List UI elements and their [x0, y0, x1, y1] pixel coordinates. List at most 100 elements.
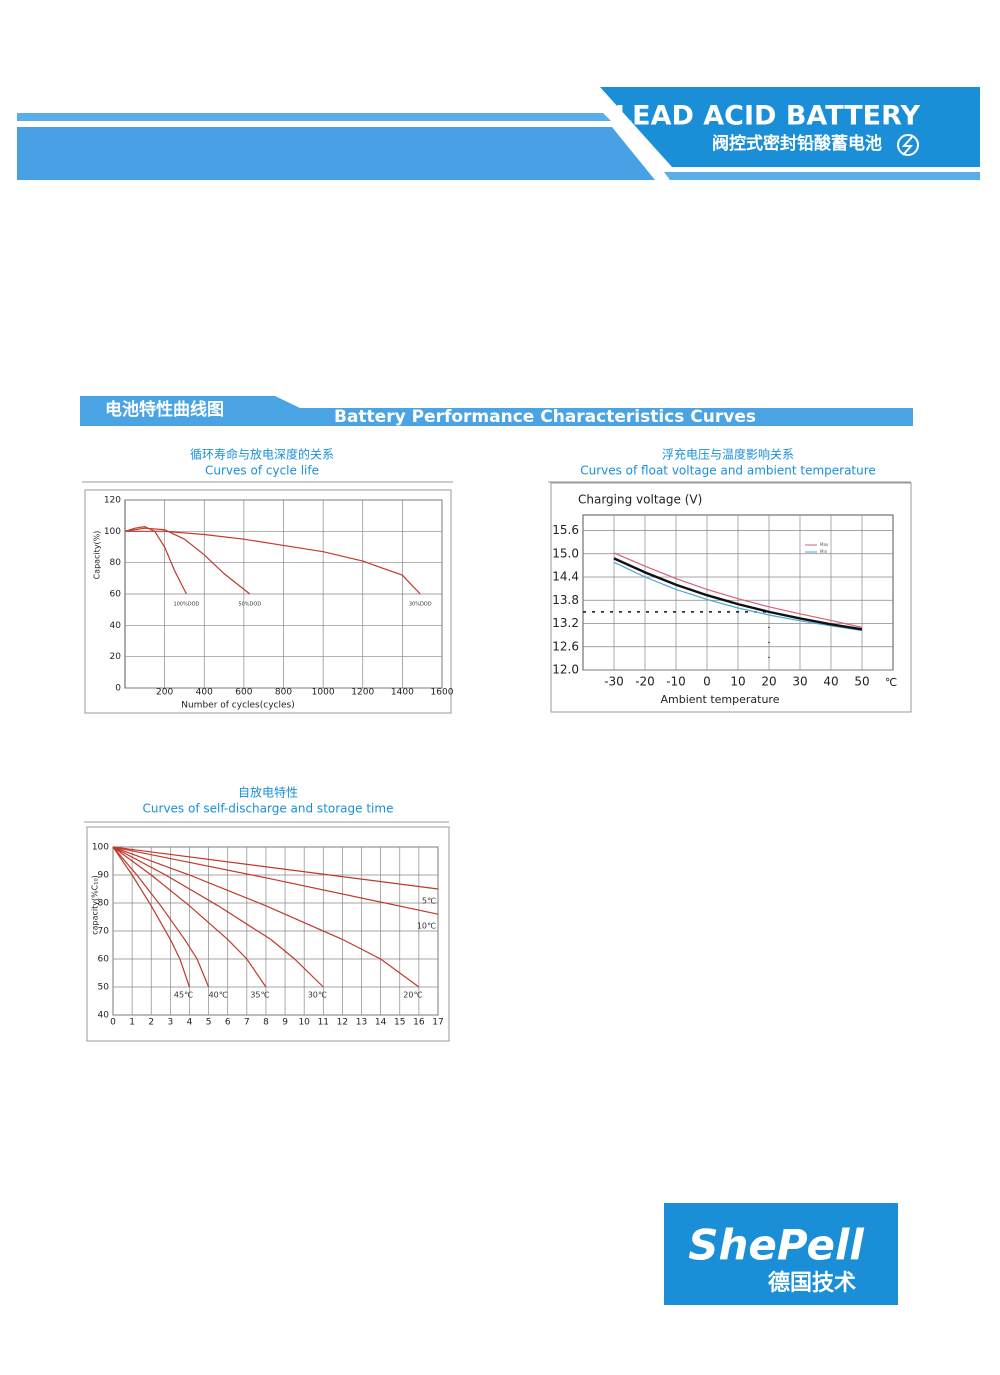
- header-box: [600, 87, 980, 167]
- series-line: [112, 846, 420, 988]
- y-tick-label: 50: [98, 983, 110, 993]
- y-tick-label: 120: [104, 496, 121, 506]
- x-tick-label: 12: [337, 1018, 348, 1028]
- y-tick-label: 70: [98, 927, 110, 937]
- y-tick-label: 13.8: [552, 593, 579, 607]
- x-tick-label: 600: [235, 688, 252, 698]
- series-label: 30℃: [308, 991, 327, 1000]
- logo-name: ShePell: [688, 1221, 864, 1270]
- x-tick-label: 1200: [351, 688, 374, 698]
- y-tick-label: 20: [110, 652, 122, 662]
- x-tick-label: 800: [275, 688, 292, 698]
- x-tick-label: 14: [375, 1018, 387, 1028]
- series-label: 40℃: [209, 991, 228, 1000]
- series-label: 100%DOD: [173, 602, 199, 608]
- chart-subtitle: Curves of self-discharge and storage tim…: [143, 802, 394, 816]
- series-line: [124, 526, 187, 595]
- x-tick-label: 1400: [391, 688, 414, 698]
- x-tick-label: 3: [167, 1018, 173, 1028]
- chart-title: 循环寿命与放电深度的关系: [190, 447, 334, 462]
- series-line: [125, 530, 421, 595]
- x-tick-label: 1600: [431, 688, 454, 698]
- series-label: 35℃: [250, 991, 269, 1000]
- series-line: [112, 846, 267, 988]
- y-tick-label: 15.6: [552, 523, 579, 537]
- header-subtitle: 阀控式密封铅酸蓄电池: [712, 133, 882, 154]
- x-tick-label: 0: [110, 1018, 116, 1028]
- series-label: 20℃: [403, 991, 422, 1000]
- section-title-en: Battery Performance Characteristics Curv…: [334, 407, 756, 427]
- y-tick-label: 15.0: [552, 546, 579, 560]
- legend-label: Min: [820, 549, 828, 554]
- x-tick-label: 4: [187, 1018, 193, 1028]
- series-line: [112, 846, 439, 890]
- header-title: LEAD ACID BATTERY: [615, 101, 921, 132]
- chart-subtitle: Curves of float voltage and ambient temp…: [580, 464, 876, 478]
- logo-box: [664, 1203, 898, 1305]
- header-underline: [664, 172, 980, 180]
- x-tick-label: -30: [604, 675, 624, 689]
- series-line: [112, 846, 439, 915]
- x-tick-label: 11: [318, 1018, 329, 1028]
- series-line: [613, 557, 863, 631]
- x-tick-label: 8: [263, 1018, 269, 1028]
- chart-box: [86, 826, 450, 1042]
- section-bar: [80, 396, 913, 426]
- logo-tagline: 德国技术: [768, 1270, 856, 1296]
- chart-box: [84, 489, 452, 714]
- series-label: 50%DOD: [238, 602, 261, 608]
- x-tick-label: 10: [730, 675, 745, 689]
- x-tick-label: 1000: [312, 688, 335, 698]
- x-tick-label: -10: [666, 675, 686, 689]
- y-tick-label: 100: [104, 527, 121, 537]
- chart-box: [550, 482, 912, 713]
- y-tick-label: 40: [98, 1011, 110, 1021]
- y-tick-label: 80: [110, 558, 122, 568]
- header-icon: [897, 134, 919, 156]
- y-tick-label: 60: [110, 590, 122, 600]
- y-tick-label: 13.2: [552, 616, 579, 630]
- section-title-cn: 电池特性曲线图: [105, 399, 224, 420]
- series-line: [112, 846, 191, 988]
- series-label: 45℃: [174, 991, 193, 1000]
- header-stripe: [17, 113, 611, 121]
- y-axis-label: capacity(%C₁₀): [91, 875, 100, 935]
- x-tick-label: 9: [282, 1018, 288, 1028]
- y-tick-label: 0: [115, 684, 121, 694]
- series-line: [613, 552, 863, 628]
- chart-title: 浮充电压与温度影响关系: [662, 447, 794, 462]
- x-unit: ℃: [885, 676, 897, 689]
- x-tick-label: 5: [206, 1018, 212, 1028]
- x-tick-label: 16: [413, 1018, 425, 1028]
- x-tick-label: 40: [823, 675, 838, 689]
- series-line: [124, 527, 251, 595]
- x-tick-label: 1: [129, 1018, 135, 1028]
- series-line: [613, 561, 863, 632]
- series-line: [112, 846, 324, 988]
- y-tick-label: 40: [110, 621, 122, 631]
- x-axis-label: Number of cycles(cycles): [181, 701, 294, 711]
- chart-subtitle: Curves of cycle life: [205, 464, 319, 478]
- x-tick-label: 400: [196, 688, 213, 698]
- x-tick-label: 30: [792, 675, 807, 689]
- y-tick-label: 12.6: [552, 639, 579, 653]
- header-band: [17, 127, 655, 180]
- series-label: 5℃: [422, 897, 436, 906]
- y-tick-label: 12.0: [552, 663, 579, 677]
- x-tick-label: 20: [761, 675, 776, 689]
- y-tick-label: 60: [98, 955, 110, 965]
- x-tick-label: 10: [298, 1018, 310, 1028]
- x-axis-label: Ambient temperature: [661, 693, 780, 706]
- x-tick-label: 50: [854, 675, 869, 689]
- series-label: 30%DOD: [409, 602, 432, 608]
- x-tick-label: 200: [156, 688, 173, 698]
- chart-title: 自放电特性: [238, 785, 298, 800]
- x-tick-label: -20: [635, 675, 655, 689]
- y-axis-label: Charging voltage (V): [578, 493, 702, 507]
- y-tick-label: 80: [98, 899, 110, 909]
- legend-label: Max: [820, 542, 829, 547]
- y-axis-label: Capacity(%): [93, 531, 102, 580]
- header-icon-bolt: [901, 136, 914, 156]
- y-tick-label: 100: [92, 843, 109, 853]
